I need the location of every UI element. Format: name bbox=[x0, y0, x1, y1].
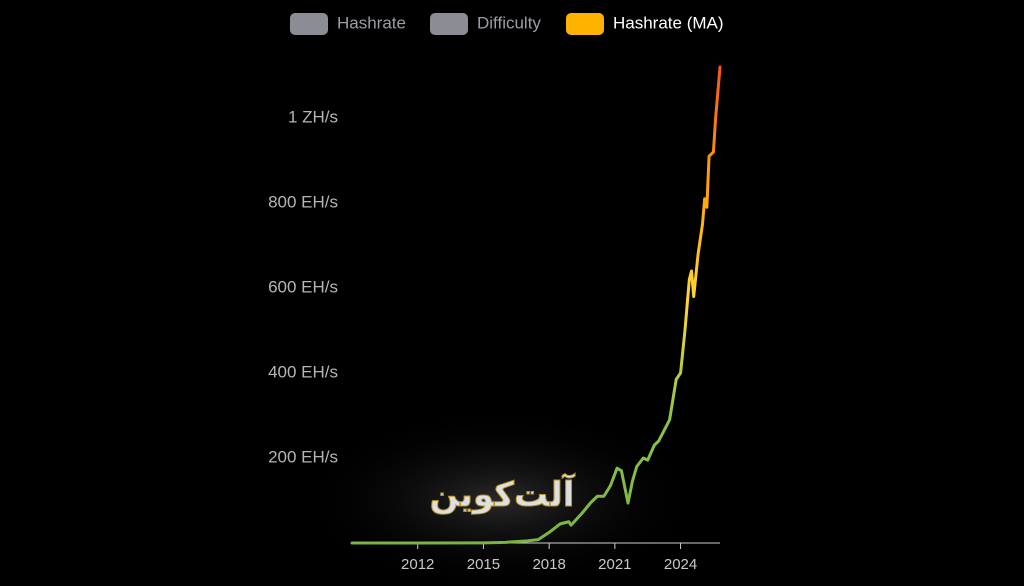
legend-label[interactable]: Hashrate bbox=[337, 13, 406, 32]
series-line bbox=[350, 65, 722, 545]
y-tick-label: 600 EH/s bbox=[268, 277, 338, 296]
y-tick-label: 400 EH/s bbox=[268, 362, 338, 381]
x-tick-label: 2012 bbox=[401, 556, 434, 573]
watermark: آلت‌کوین bbox=[430, 473, 576, 515]
x-tick-label: 2018 bbox=[532, 556, 565, 573]
legend-swatch[interactable] bbox=[430, 13, 468, 35]
y-tick-label: 800 EH/s bbox=[268, 192, 338, 211]
x-tick-label: 2021 bbox=[598, 556, 631, 573]
legend-swatch[interactable] bbox=[290, 13, 328, 35]
legend-label[interactable]: Difficulty bbox=[477, 13, 541, 32]
legend-label[interactable]: Hashrate (MA) bbox=[613, 13, 724, 32]
y-tick-label: 1 ZH/s bbox=[288, 107, 338, 126]
x-tick-label: 2024 bbox=[664, 556, 697, 573]
y-tick-label: 200 EH/s bbox=[268, 447, 338, 466]
x-tick-label: 2015 bbox=[467, 556, 500, 573]
legend-swatch[interactable] bbox=[566, 13, 604, 35]
